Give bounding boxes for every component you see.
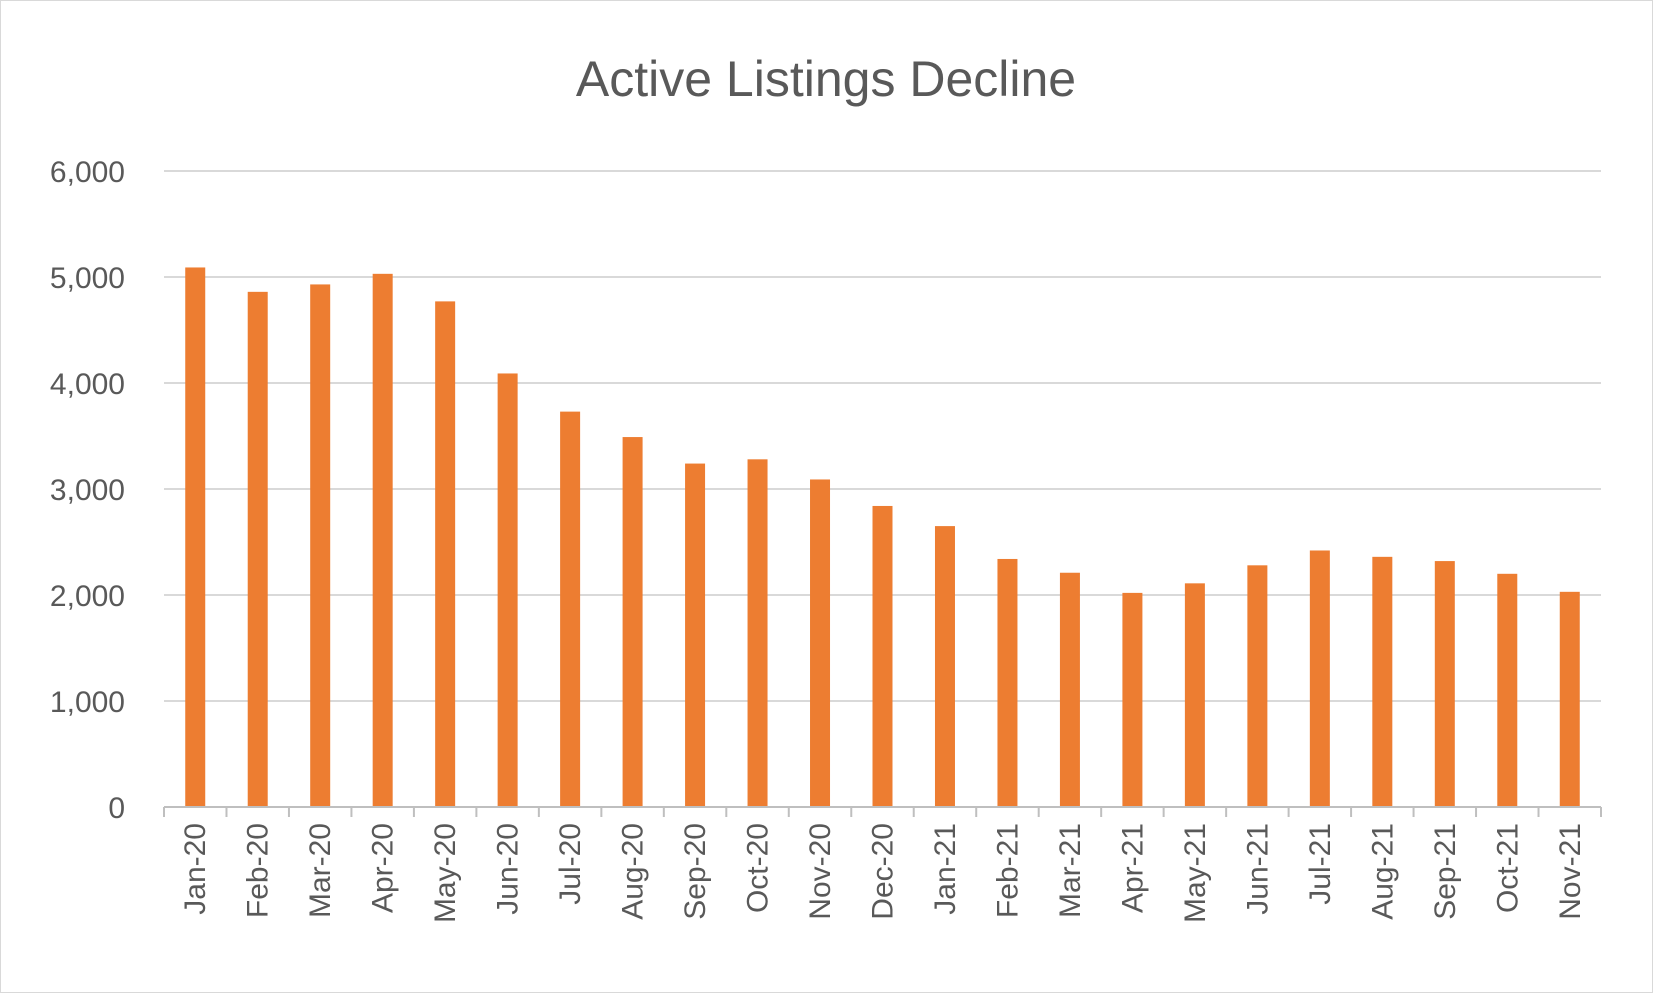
- bar: [1059, 572, 1080, 807]
- x-tick-label: Jul-21: [1304, 823, 1337, 905]
- bar: [1247, 565, 1268, 807]
- bar: [1497, 573, 1518, 807]
- bar: [1122, 592, 1143, 807]
- y-tick-label: 1,000: [50, 686, 125, 719]
- x-tick-label: Apr-21: [1116, 823, 1149, 913]
- bar: [685, 463, 706, 807]
- bar: [1309, 550, 1330, 807]
- bar: [997, 558, 1018, 807]
- x-tick-label: Jun-20: [492, 823, 525, 915]
- bar: [1184, 583, 1205, 807]
- bar: [497, 373, 518, 807]
- bar: [872, 505, 893, 807]
- bar: [810, 479, 831, 807]
- bars: [185, 267, 1580, 808]
- x-tick-label: Aug-20: [617, 823, 650, 920]
- x-tick-label: Jul-20: [554, 823, 587, 905]
- y-tick-label: 5,000: [50, 262, 125, 295]
- bar: [747, 459, 768, 807]
- x-tick-label: Nov-20: [804, 823, 837, 920]
- x-tick-label: Aug-21: [1366, 823, 1399, 920]
- x-tick-label: Feb-21: [991, 823, 1024, 918]
- x-axis: [163, 806, 1602, 817]
- y-tick-label: 0: [108, 792, 125, 825]
- bar: [247, 291, 268, 808]
- x-tick-label: Jan-21: [929, 823, 962, 915]
- bar: [1434, 561, 1455, 807]
- bar: [560, 411, 581, 807]
- bar: [1372, 556, 1393, 807]
- y-tick-label: 4,000: [50, 368, 125, 401]
- x-tick-label: Dec-20: [867, 823, 900, 920]
- bar: [1559, 591, 1580, 807]
- x-tick-label: Oct-21: [1491, 823, 1524, 913]
- x-tick-label: May-21: [1179, 823, 1212, 923]
- y-tick-label: 3,000: [50, 474, 125, 507]
- x-tick-label: Jan-20: [179, 823, 212, 915]
- bar: [934, 526, 955, 807]
- gridlines: [164, 170, 1601, 702]
- chart-title: Active Listings Decline: [576, 51, 1076, 107]
- x-tick-label: Feb-20: [242, 823, 275, 918]
- x-tick-label: Oct-20: [742, 823, 775, 913]
- x-tick-label: Nov-21: [1554, 823, 1587, 920]
- x-tick-label: Sep-20: [679, 823, 712, 920]
- bar: [622, 437, 643, 807]
- x-tick-label: Sep-21: [1429, 823, 1462, 920]
- x-axis-labels: Jan-20 Feb-20 Mar-20 Apr-20 May-20 Jun-20 Jul-…: [179, 823, 1587, 923]
- bar: [185, 267, 206, 808]
- x-tick-label: May-20: [429, 823, 462, 923]
- y-tick-label: 2,000: [50, 580, 125, 613]
- x-tick-label: Mar-21: [1054, 823, 1087, 918]
- bar: [435, 301, 456, 807]
- x-tick-label: Mar-20: [304, 823, 337, 918]
- bar: [310, 284, 331, 807]
- y-axis-labels: 0 1,000 2,000 3,000 4,000 5,000 6,000: [50, 156, 125, 825]
- bar: [372, 273, 393, 807]
- x-tick-label: Apr-20: [367, 823, 400, 913]
- y-tick-label: 6,000: [50, 156, 125, 189]
- x-tick-label: Jun-21: [1241, 823, 1274, 915]
